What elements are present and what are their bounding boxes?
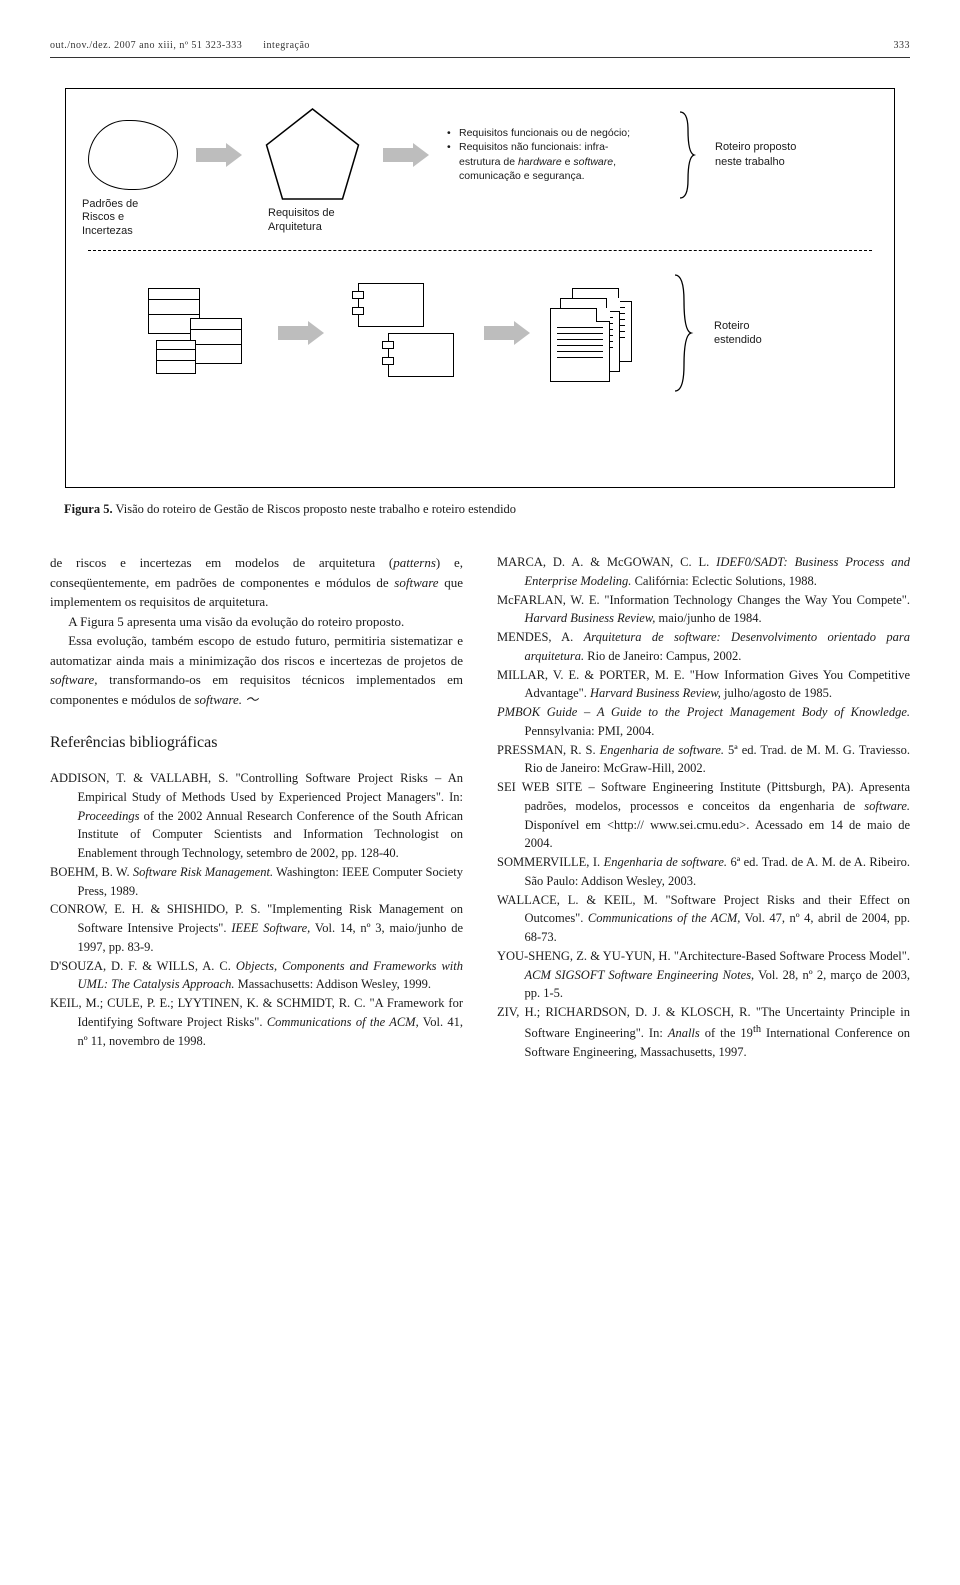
- roteiro-estendido-label: Roteiroestendido: [714, 319, 804, 348]
- reference-item: ZIV, H.; RICHARDSON, D. J. & KLOSCH, R. …: [497, 1003, 910, 1061]
- reference-item: SEI WEB SITE – Software Engineering Inst…: [497, 778, 910, 853]
- component-group: [344, 283, 464, 383]
- figure-caption: Figura 5. Visão do roteiro de Gestão de …: [64, 502, 910, 517]
- left-column: de riscos e incertezas em modelos de arq…: [50, 553, 463, 1061]
- head-center: integração: [263, 40, 310, 51]
- reference-item: BOEHM, B. W. Software Risk Management. W…: [50, 863, 463, 901]
- document-stack: [550, 288, 650, 378]
- requirements-bullets: •Requisitos funcionais ou de negócio; •R…: [447, 126, 657, 183]
- brace-icon: [670, 273, 694, 393]
- text-columns: de riscos e incertezas em modelos de arq…: [50, 553, 910, 1061]
- body-paragraph: de riscos e incertezas em modelos de arq…: [50, 553, 463, 612]
- reference-item: SOMMERVILLE, I. Engenharia de software. …: [497, 853, 910, 891]
- reference-item: McFARLAN, W. E. "Information Technology …: [497, 591, 910, 629]
- running-head: out./nov./dez. 2007 ano xiii, nº 51 323-…: [50, 40, 910, 51]
- arrow-icon: [196, 144, 242, 166]
- reference-item: KEIL, M.; CULE, P. E.; LYYTINEN, K. & SC…: [50, 994, 463, 1050]
- right-column: MARCA, D. A. & McGOWAN, C. L. IDEF0/SADT…: [497, 553, 910, 1061]
- arrow-icon: [484, 322, 530, 344]
- references-heading: Referências bibliográficas: [50, 731, 463, 755]
- arrow-icon: [383, 144, 429, 166]
- figure-5-diagram: Padrões deRiscos eIncertezas Requisitos …: [65, 88, 895, 488]
- cloud-label: Padrões deRiscos eIncertezas: [82, 198, 182, 239]
- pentagon-label: Requisitos deArquitetura: [268, 207, 368, 235]
- reference-item: MILLAR, V. E. & PORTER, M. E. "How Infor…: [497, 666, 910, 704]
- figure-row-1: Padrões deRiscos eIncertezas Requisitos …: [88, 107, 872, 202]
- pentagon-shape: Requisitos deArquitetura: [260, 107, 365, 202]
- body-paragraph: A Figura 5 apresenta uma visão da evoluç…: [50, 612, 463, 632]
- brace-icon: [675, 110, 697, 200]
- reference-item: CONROW, E. H. & SHISHIDO, P. S. "Impleme…: [50, 900, 463, 956]
- reference-item: WALLACE, L. & KEIL, M. "Software Project…: [497, 891, 910, 947]
- reference-item: YOU-SHENG, Z. & YU-YUN, H. "Architecture…: [497, 947, 910, 1003]
- figure-row-2: Roteiroestendido: [148, 273, 872, 393]
- roteiro-proposto-label: Roteiro propostoneste trabalho: [715, 140, 825, 169]
- dashed-separator: [88, 250, 872, 251]
- reference-item: PMBOK Guide – A Guide to the Project Man…: [497, 703, 910, 741]
- page-number: 333: [894, 40, 911, 51]
- cloud-shape: [88, 120, 178, 190]
- reference-item: ADDISON, T. & VALLABH, S. "Controlling S…: [50, 769, 463, 863]
- reference-item: D'SOUZA, D. F. & WILLS, A. C. Objects, C…: [50, 957, 463, 995]
- uml-class-group: [148, 288, 258, 378]
- body-paragraph: Essa evolução, também escopo de estudo f…: [50, 631, 463, 709]
- arrow-icon: [278, 322, 324, 344]
- reference-item: MENDES, A. Arquitetura de software: Dese…: [497, 628, 910, 666]
- head-rule: [50, 57, 910, 58]
- reference-item: PRESSMAN, R. S. Engenharia de software. …: [497, 741, 910, 779]
- head-left: out./nov./dez. 2007 ano xiii, nº 51 323-…: [50, 40, 242, 51]
- reference-item: MARCA, D. A. & McGOWAN, C. L. IDEF0/SADT…: [497, 553, 910, 591]
